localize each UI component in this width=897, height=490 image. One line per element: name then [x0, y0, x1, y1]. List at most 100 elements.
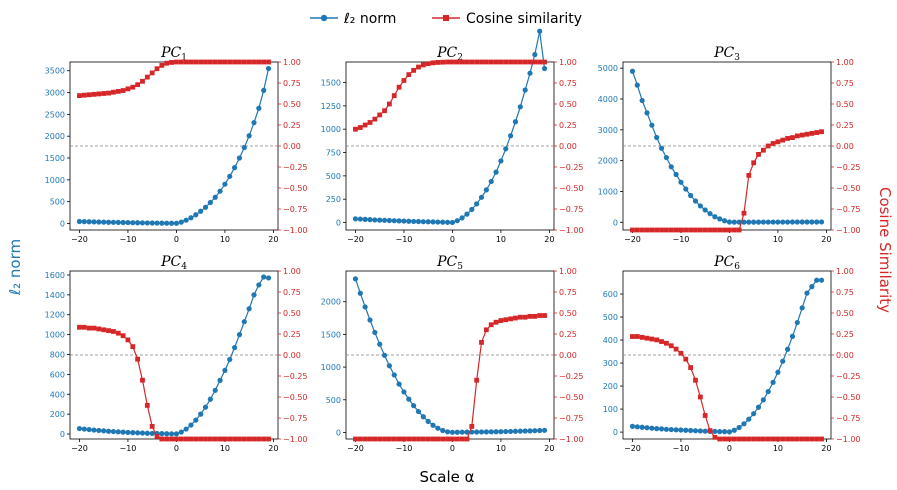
cosine-point [183, 436, 189, 442]
x-tick-label: −10 [119, 235, 136, 244]
l2-norm-point [503, 146, 509, 152]
l2-norm-point [755, 219, 762, 225]
l2-norm-point [193, 212, 199, 218]
left-tick-label: 1500 [321, 79, 341, 88]
left-tick-label: 1500 [45, 154, 65, 163]
cosine-point [659, 227, 664, 233]
l2-norm-point [721, 218, 728, 224]
l2-norm-point [454, 218, 460, 224]
l2-norm-point [125, 219, 131, 226]
x-tick-label: −10 [672, 235, 689, 244]
l2-norm-point [746, 219, 752, 225]
right-tick-label: 0.00 [836, 351, 854, 360]
l2-norm-point [101, 219, 107, 225]
l2-norm-point [372, 329, 378, 336]
cosine-point [188, 59, 194, 65]
cosine-point [513, 315, 518, 321]
l2-norm-point [644, 110, 650, 116]
cosine-point [425, 61, 431, 67]
l2-norm-point [449, 429, 456, 435]
cosine-point [450, 436, 455, 442]
cosine-point [144, 74, 150, 80]
l2-norm-point [444, 219, 451, 225]
l2-norm-point [537, 427, 543, 434]
right-tick-label: −0.25 [836, 163, 861, 172]
right-tick-label: 0.00 [559, 351, 577, 360]
left-tick-label: 0 [336, 428, 341, 437]
right-tick-label: −0.25 [559, 163, 584, 172]
cosine-point [241, 59, 247, 65]
l2-norm-point [483, 429, 489, 435]
cosine-point [203, 436, 208, 442]
cosine-point [411, 68, 417, 73]
cosine-point [498, 59, 504, 65]
x-tick-label: −10 [395, 444, 412, 453]
cosine-point [386, 436, 392, 442]
right-tick-label: −0.25 [283, 163, 308, 172]
right-tick-label: 0.50 [283, 100, 301, 109]
cosine-point [362, 122, 368, 128]
l2-norm-point [712, 214, 718, 220]
x-tick-label: −10 [395, 235, 412, 244]
cosine-point [794, 436, 800, 442]
right-tick-label: −1.00 [559, 435, 584, 444]
cosine-point [246, 436, 252, 442]
l2-norm-point [144, 220, 150, 226]
cosine-point [367, 120, 373, 125]
l2-norm-point [135, 220, 141, 226]
l2-norm-point [683, 427, 689, 433]
l2-norm-point [212, 194, 218, 200]
cosine-point [372, 436, 378, 442]
l2-norm-point [444, 429, 451, 435]
legend: ℓ₂ norm Cosine similarity [310, 11, 582, 27]
cosine-point [251, 436, 257, 442]
cosine-point [154, 66, 160, 72]
cosine-point [702, 413, 708, 418]
cosine-point [101, 327, 107, 333]
cosine-point [256, 436, 262, 442]
l2-norm-point [435, 219, 441, 225]
cosine-point [440, 436, 446, 442]
cosine-point [678, 350, 684, 356]
left-tick-label: 4000 [598, 95, 618, 104]
cosine-point [483, 59, 489, 65]
cosine-point [386, 101, 392, 107]
cosine-point [799, 436, 805, 442]
left-tick-label: 600 [603, 290, 618, 299]
x-tick-label: 20 [268, 235, 278, 244]
cosine-point [736, 227, 742, 233]
legend-l2-label: ℓ₂ norm [343, 11, 396, 27]
cosine-point [115, 330, 121, 336]
x-tick-label: 20 [821, 444, 831, 453]
cosine-point [644, 227, 650, 233]
l2-norm-point [775, 219, 781, 225]
cosine-point [96, 91, 102, 97]
l2-norm-point [415, 408, 422, 415]
l2-norm-point [760, 219, 766, 225]
cosine-point [649, 336, 655, 342]
cosine-point [707, 428, 713, 433]
cosine-point [86, 325, 92, 331]
cosine-point [125, 86, 131, 92]
cosine-point [445, 59, 450, 65]
cosine-point [401, 436, 407, 442]
l2-norm-point [198, 208, 204, 214]
l2-norm-point [202, 404, 209, 410]
cosine-point [169, 436, 174, 442]
cosine-point [198, 436, 204, 442]
right-tick-label: −1.00 [836, 435, 861, 444]
cosine-point [785, 136, 791, 141]
l2-norm-point [110, 428, 116, 435]
cosine-point [668, 227, 674, 233]
cosine-point [693, 227, 698, 233]
cosine-point [527, 313, 533, 319]
cosine-point [91, 325, 97, 331]
right-tick-label: −0.50 [559, 393, 584, 402]
l2-norm-point [241, 144, 247, 151]
x-tick-label: −20 [624, 235, 641, 244]
cosine-point [493, 59, 499, 65]
cosine-point [751, 160, 757, 166]
l2-norm-point [76, 218, 83, 225]
l2-norm-point [352, 276, 359, 282]
right-tick-label: 0.25 [836, 121, 854, 130]
